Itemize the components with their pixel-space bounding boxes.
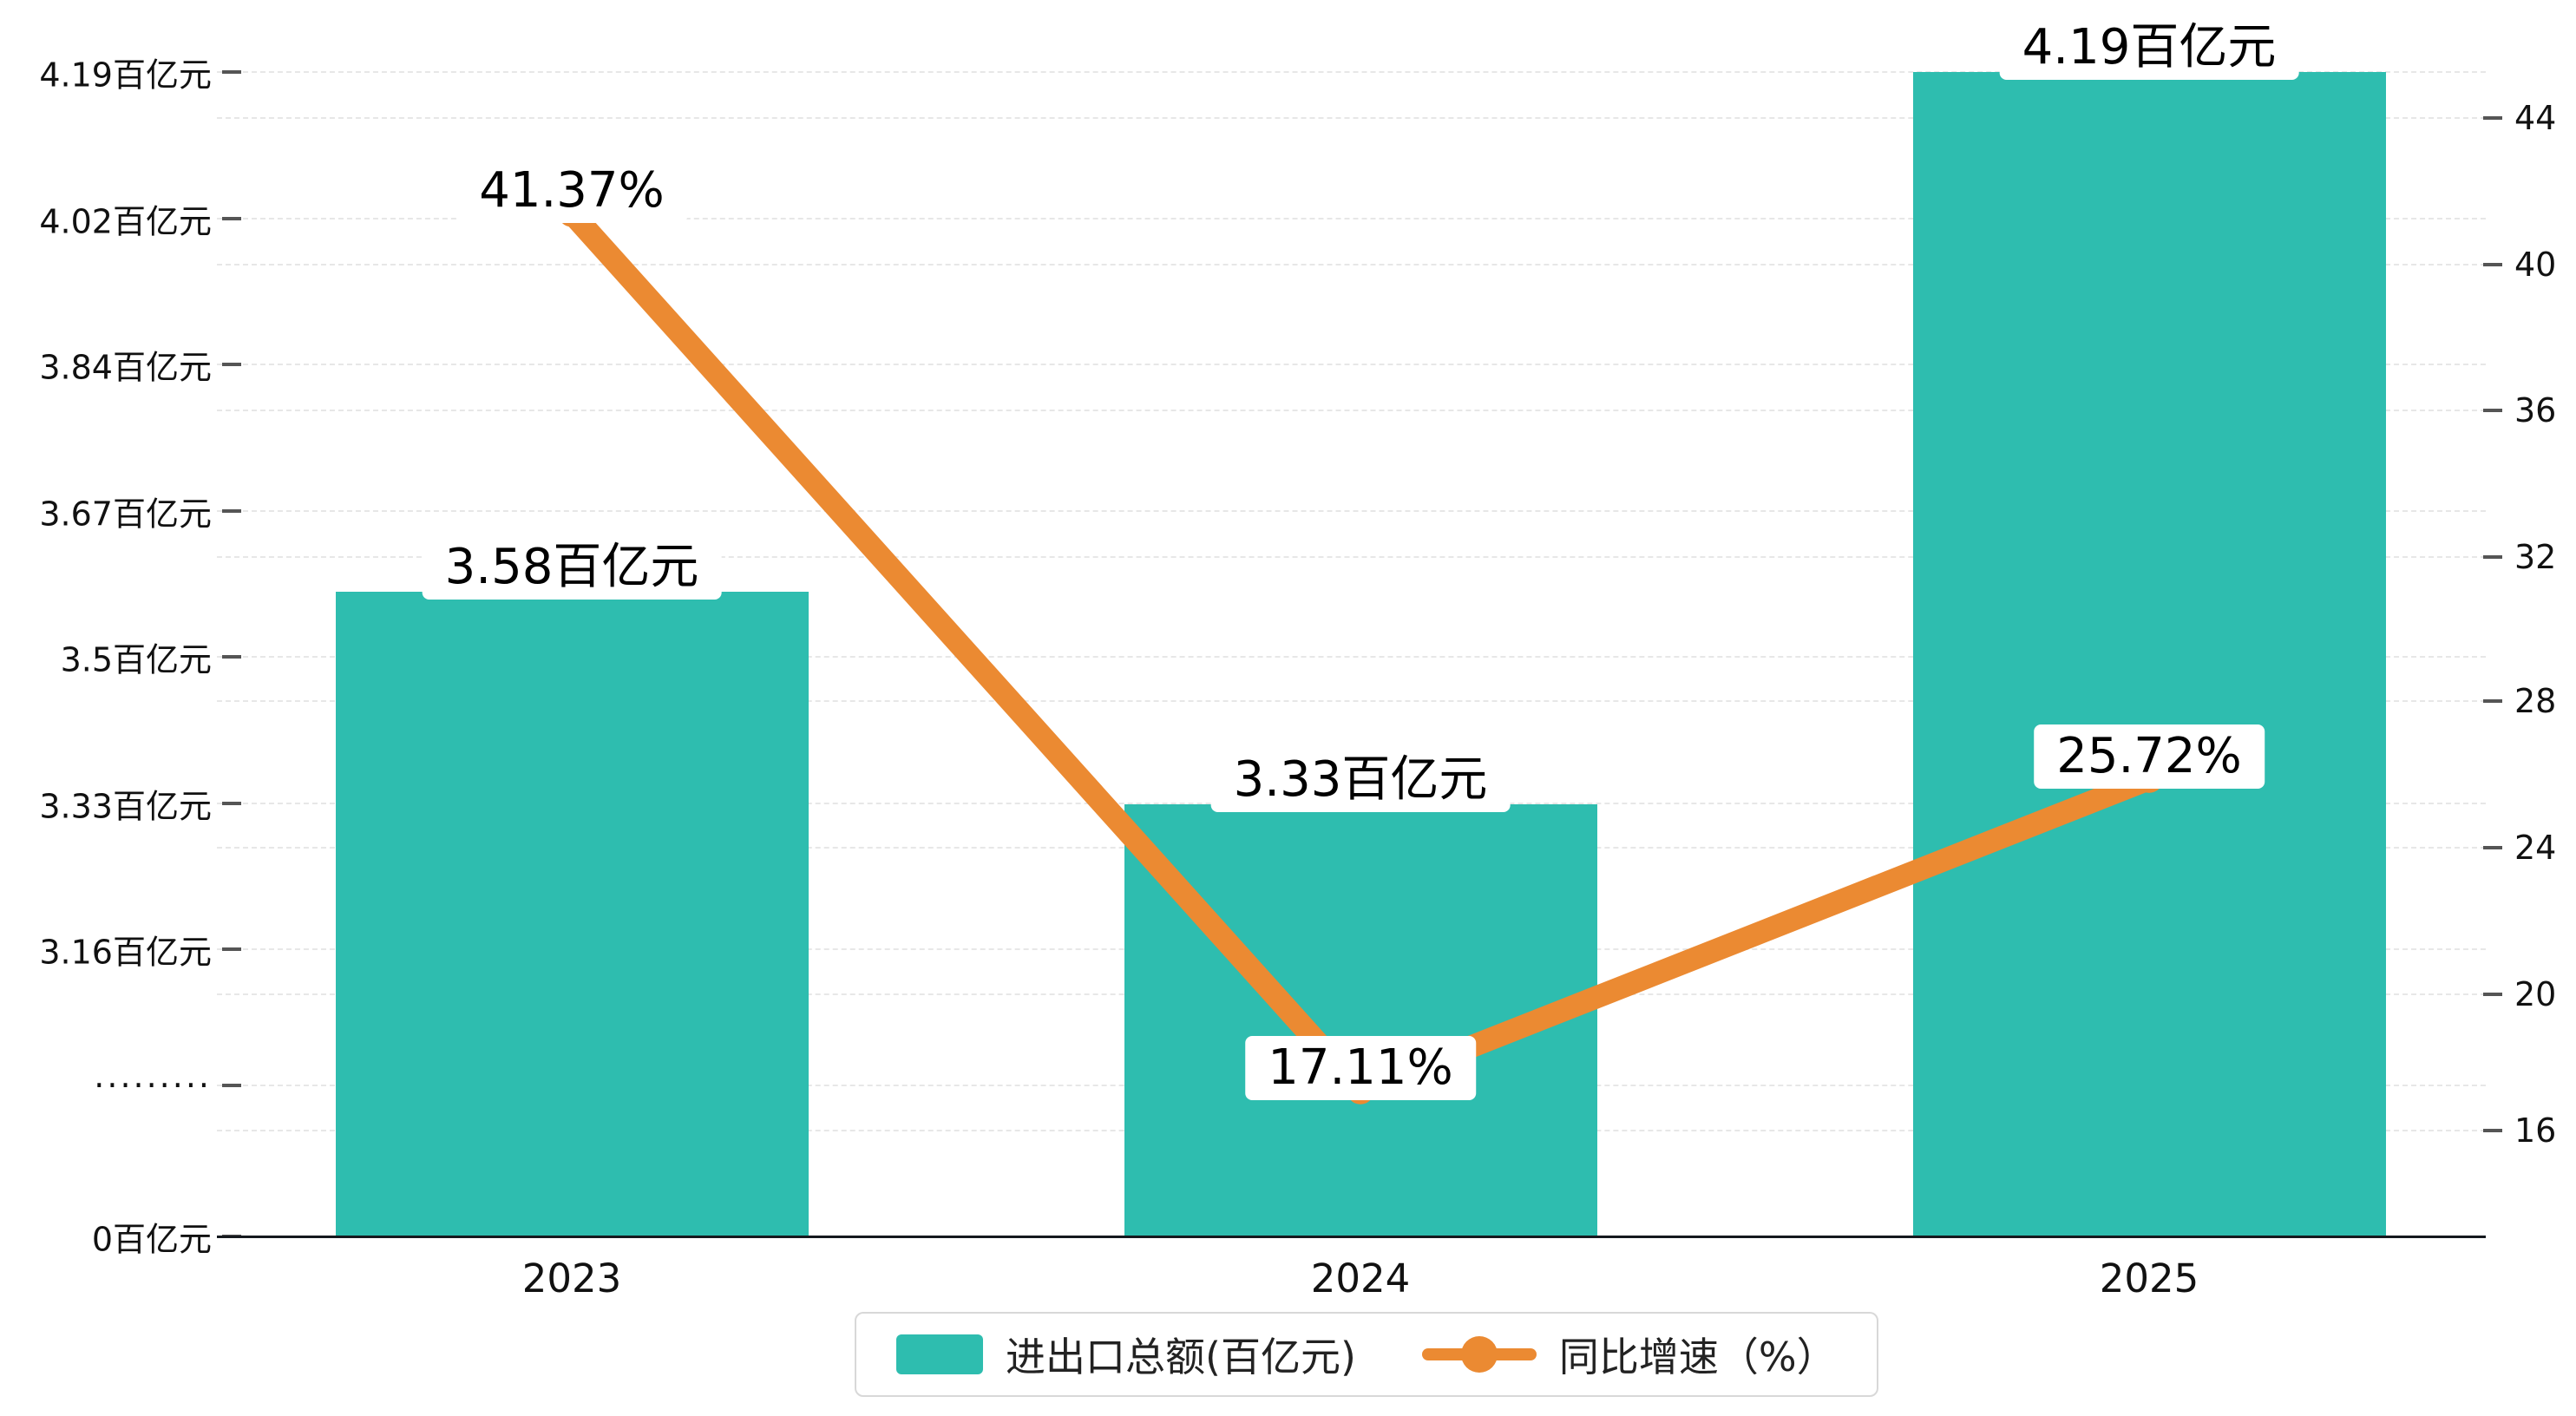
bar-value-label-2024: 3.33百亿元: [1210, 748, 1511, 813]
x-axis-label-2025: 2025: [2099, 1255, 2199, 1301]
line-value-label-2023: 41.37%: [456, 158, 687, 223]
right-axis-label: 24: [2514, 829, 2557, 867]
bar-value-label-2025: 4.19百亿元: [1999, 16, 2299, 80]
bar-2023[interactable]: [335, 591, 809, 1236]
right-axis-label: 40: [2514, 246, 2557, 284]
left-axis-break-label: ·········: [94, 1066, 212, 1105]
x-axis-line: [217, 1236, 2486, 1238]
left-axis-tick: [222, 802, 241, 805]
right-axis-tick: [2483, 555, 2502, 559]
right-axis-label: 16: [2514, 1111, 2557, 1150]
line-series-dot-icon: [1460, 1336, 1498, 1373]
x-axis-label-2023: 2023: [521, 1255, 622, 1301]
left-axis-tick: [222, 1084, 241, 1087]
right-axis-label: 20: [2514, 975, 2557, 1013]
right-axis-tick: [2483, 263, 2502, 266]
left-axis-label: 3.67百亿元: [39, 495, 212, 534]
right-axis-label: 32: [2514, 538, 2557, 576]
bar-series-label: 进出口总额(百亿元): [1006, 1334, 1356, 1380]
bar-2024[interactable]: [1124, 804, 1597, 1236]
right-axis-tick: [2483, 699, 2502, 703]
left-axis-tick: [222, 70, 241, 74]
left-axis-label: 4.02百亿元: [39, 202, 212, 241]
legend-item-bar-series[interactable]: 进出口总额(百亿元): [896, 1326, 1356, 1383]
right-axis-label: 44: [2514, 99, 2557, 137]
right-axis-tick: [2483, 993, 2502, 996]
gridline: [217, 117, 2486, 119]
line-series-label: 同比增速（%）: [1558, 1334, 1837, 1380]
line-series-swatch-icon: [1421, 1336, 1537, 1373]
left-axis-label: 4.19百亿元: [39, 56, 212, 95]
left-axis-tick: [222, 509, 241, 513]
left-axis-label: 3.5百亿元: [60, 640, 212, 679]
x-axis-label-2024: 2024: [1310, 1255, 1411, 1301]
left-axis-label: 3.33百亿元: [39, 787, 212, 826]
bar-value-label-2023: 3.58百亿元: [422, 534, 722, 600]
left-axis-label: 0百亿元: [91, 1220, 212, 1259]
gridline: [217, 71, 2486, 73]
left-axis-label: 3.16百亿元: [39, 933, 212, 972]
bar-2025[interactable]: [1912, 72, 2386, 1236]
line-value-label-2024: 17.11%: [1245, 1035, 1476, 1100]
right-axis-tick: [2483, 1129, 2502, 1132]
right-axis-tick: [2483, 409, 2502, 412]
right-axis-tick: [2483, 116, 2502, 120]
right-axis-label: 36: [2514, 391, 2557, 429]
legend-item-line-series[interactable]: 同比增速（%）: [1421, 1326, 1837, 1383]
left-axis-tick: [222, 363, 241, 366]
line-value-label-2025: 25.72%: [2034, 724, 2265, 789]
left-axis-tick: [222, 217, 241, 220]
right-axis-label: 28: [2514, 682, 2557, 720]
bar-series-swatch-icon: [896, 1334, 983, 1374]
left-axis-label: 3.84百亿元: [39, 348, 212, 387]
left-axis-tick: [222, 947, 241, 951]
legend: 进出口总额(百亿元) 同比增速（%）: [855, 1312, 1878, 1397]
right-axis-tick: [2483, 846, 2502, 849]
left-axis-tick: [222, 655, 241, 659]
